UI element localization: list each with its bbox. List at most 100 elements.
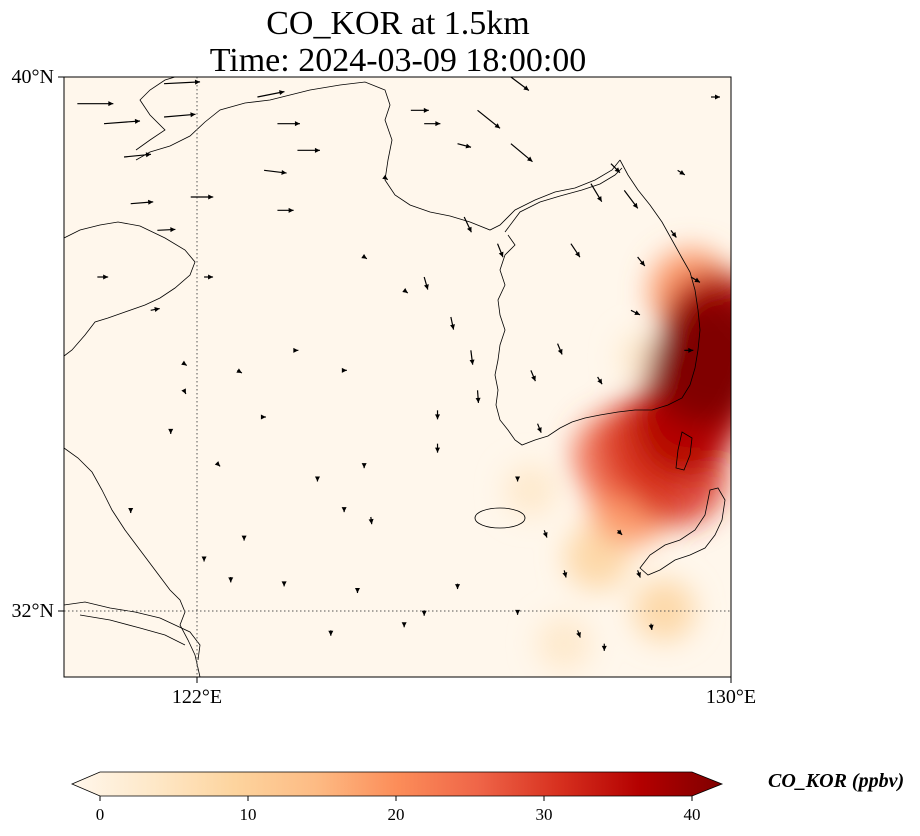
wind-arrow	[630, 309, 641, 316]
wind-arrow	[477, 109, 501, 129]
yangtze-delta	[64, 601, 201, 661]
wind-arrow	[181, 360, 188, 366]
tsushima-island	[675, 431, 693, 471]
wind-arrow	[264, 169, 287, 175]
wind-arrow	[214, 461, 221, 467]
wind-arrow	[277, 207, 294, 213]
wind-arrow	[168, 428, 174, 434]
wind-arrow	[341, 507, 347, 513]
wind-arrow	[257, 90, 285, 98]
wind-arrow	[424, 121, 441, 127]
wind-arrow	[314, 476, 320, 482]
wind-arrow	[260, 414, 266, 420]
wind-arrow	[670, 229, 677, 238]
wind-arrow	[164, 79, 201, 85]
co-plume-cell	[536, 616, 592, 672]
wind-arrow	[590, 183, 603, 202]
wind-arrow	[570, 243, 581, 258]
wind-arrow	[328, 630, 334, 636]
lat-tick-40n: 40°N	[12, 66, 54, 88]
jeju-island	[474, 507, 526, 529]
gridlines	[64, 77, 731, 677]
wind-arrow	[510, 143, 533, 163]
wind-arrow	[469, 350, 475, 365]
wind-arrow	[128, 508, 134, 514]
wind-arrow	[157, 227, 176, 233]
wind-arrow	[515, 609, 521, 615]
wind-arrow	[402, 288, 409, 294]
wind-arrow	[576, 630, 581, 638]
wind-arrow	[382, 174, 389, 181]
co-plume-cell	[633, 579, 696, 642]
colorbar-tick-label: 20	[388, 805, 405, 824]
wind-arrow	[648, 623, 654, 631]
map-panel: 40°N 32°N 122°E 130°E	[12, 66, 757, 708]
wind-arrow	[368, 516, 374, 525]
wind-arrow	[455, 583, 461, 590]
wind-arrow	[496, 243, 504, 258]
wind-arrow	[77, 101, 114, 107]
wind-arrow	[562, 570, 568, 578]
lat-ticks: 40°N 32°N	[12, 66, 64, 622]
wind-arrow	[690, 276, 701, 283]
yalu-channel	[504, 167, 623, 233]
china-coastline	[64, 221, 196, 357]
yangtze-bank	[79, 614, 186, 646]
map-title-line1: CO_KOR at 1.5km	[266, 5, 530, 42]
lon-ticks: 122°E 130°E	[172, 677, 756, 708]
china-coastline-south	[64, 447, 201, 677]
liaodong-coastline	[135, 81, 621, 231]
wind-arrow	[163, 112, 196, 118]
wind-arrow	[97, 274, 109, 280]
wind-arrow	[103, 118, 141, 125]
wind-arrow	[684, 347, 694, 353]
wind-arrow	[636, 570, 641, 578]
wind-arrow	[421, 610, 427, 616]
wind-arrow	[236, 368, 243, 374]
wind-arrow	[597, 376, 603, 385]
lon-tick-130e: 130°E	[706, 686, 756, 708]
wind-arrow	[123, 152, 152, 158]
colorbar-tick-label: 0	[96, 805, 105, 824]
wind-arrow	[710, 94, 720, 100]
wind-arrow	[281, 581, 287, 587]
wind-arrow	[277, 121, 300, 127]
bohai-top	[135, 77, 176, 151]
wind-arrow	[410, 107, 429, 113]
wind-arrow	[423, 276, 429, 290]
coastlines	[64, 77, 726, 677]
wind-arrow	[542, 530, 548, 538]
wind-arrow	[150, 307, 160, 312]
wind-arrow	[354, 588, 360, 594]
colorbar-tick-label: 10	[240, 805, 257, 824]
colorbar-label: CO_KOR (ppbv)	[768, 770, 905, 792]
wind-arrow	[241, 535, 247, 541]
wind-arrow	[637, 256, 646, 267]
colorbar-body	[70, 771, 724, 797]
wind-arrow	[361, 253, 368, 260]
wind-arrow	[450, 316, 455, 330]
wind-arrow	[181, 388, 187, 395]
wind-arrow	[190, 194, 214, 200]
wind-arrow	[510, 77, 530, 91]
wind-arrow	[201, 556, 207, 562]
wind-arrow	[228, 577, 234, 583]
wind-arrow	[401, 622, 407, 628]
co-plume-cell	[659, 292, 731, 409]
map-frame	[63, 76, 732, 678]
wind-vectors	[77, 77, 720, 677]
colorbar-tick-label: 30	[536, 805, 553, 824]
lat-tick-32n: 32°N	[12, 600, 54, 622]
lon-tick-122e: 122°E	[172, 686, 222, 708]
wind-arrow	[536, 423, 542, 433]
wind-arrow	[297, 147, 320, 153]
colorbar-tick-label: 40	[684, 805, 701, 824]
wind-arrow	[435, 443, 441, 453]
wind-arrow	[530, 370, 536, 382]
wind-arrow	[204, 274, 214, 280]
kyushu-coast	[639, 487, 726, 576]
wind-arrow	[610, 163, 621, 174]
wind-arrow	[623, 189, 639, 209]
colorbar: 0 10 20 30 40	[70, 771, 724, 824]
wind-arrow	[475, 390, 481, 403]
